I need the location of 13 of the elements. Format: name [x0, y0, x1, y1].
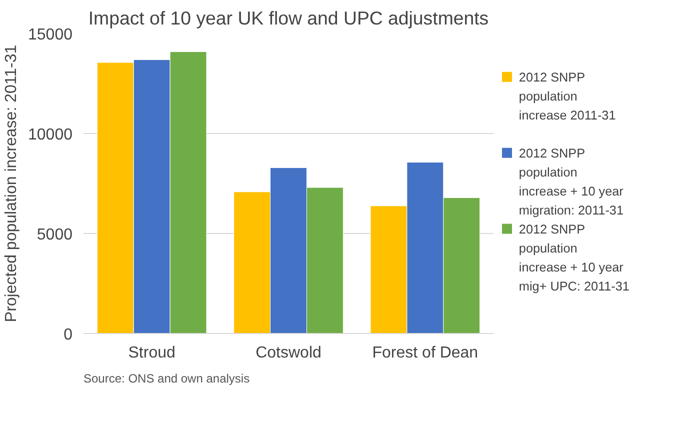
- legend-label: 2012 SNPP population increase + 10 year migration: 2011-31: [518, 146, 624, 218]
- y-tick-label: 0: [64, 326, 73, 344]
- legend-label: 2012 SNPP population increase 2011-31: [518, 70, 616, 122]
- y-tick-label: 5000: [36, 226, 73, 244]
- y-tick-label: 15000: [28, 26, 73, 44]
- source-note: Source: ONS and own analysis: [84, 372, 250, 386]
- x-tick-label: Forest of Dean: [372, 344, 478, 362]
- x-tick-label: Stroud: [128, 344, 176, 362]
- y-tick-label: 10000: [28, 126, 73, 144]
- y-axis-title: Projected population increase: 2011-31: [3, 44, 20, 322]
- chart-title: Impact of 10 year UK flow and UPC adjustments: [88, 8, 489, 28]
- x-tick-label: Cotswold: [256, 344, 322, 362]
- legend-label: 2012 SNPP population increase + 10 year mig+ UPC: 2011-31: [518, 222, 630, 294]
